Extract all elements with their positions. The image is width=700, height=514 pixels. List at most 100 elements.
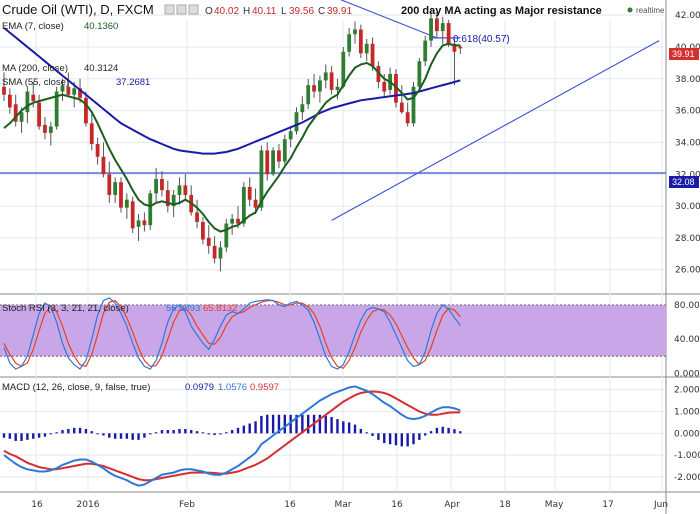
macd-signal-value: 0.9597 xyxy=(250,382,279,393)
stoch-rsi-d-value: 65.8132 xyxy=(203,303,237,314)
price-tick-label: 34.00 xyxy=(675,138,700,148)
ema-label[interactable]: EMA (7, close) xyxy=(2,21,64,32)
macd-histogram-bar xyxy=(160,430,164,434)
macd-histogram-bar xyxy=(8,433,12,439)
realtime-dot-icon xyxy=(627,7,633,13)
macd-histogram-bar xyxy=(406,433,409,447)
x-tick-label: 16 xyxy=(284,500,296,510)
macd-histogram-bar xyxy=(190,430,193,434)
macd-histogram-bar xyxy=(143,433,146,438)
sma-55-line xyxy=(3,27,461,155)
candle-body xyxy=(13,104,18,122)
macd-histogram-bar xyxy=(32,433,35,439)
ema-7-line xyxy=(3,42,461,233)
macd-histogram-bar xyxy=(429,431,433,434)
macd-histogram-bar xyxy=(289,414,292,434)
price-panel xyxy=(0,0,666,272)
candle-body xyxy=(236,218,240,224)
sma-label[interactable]: SMA (55, close) xyxy=(2,77,69,88)
macd-histogram-bar xyxy=(225,432,228,434)
macd-histogram-bar xyxy=(254,421,257,434)
candle-body xyxy=(84,97,88,124)
price-tick-label: 42.00 xyxy=(675,11,700,21)
x-tick-label: May xyxy=(545,500,564,510)
fib-618-label: 0.618(40.57) xyxy=(453,34,510,45)
stoch-rsi-label[interactable]: Stoch RSI (3, 3, 21, 21, close) xyxy=(2,303,129,314)
x-tick-label: 17 xyxy=(602,500,613,510)
realtime-label: realtime xyxy=(636,6,665,15)
candle-body xyxy=(364,43,369,54)
support-trendline xyxy=(331,40,660,221)
macd-histogram-bar xyxy=(342,421,345,434)
last-price-badge: 39.91 xyxy=(669,48,699,60)
candle-body xyxy=(148,193,153,226)
ema-value: 40.1360 xyxy=(84,21,118,32)
candle-body xyxy=(376,66,381,82)
stoch-rsi-legend[interactable]: Stoch RSI (3, 3, 21, 21, close) 56.0893 … xyxy=(2,303,237,314)
ohlc-close-key: C xyxy=(318,6,325,17)
macd-histogram-bar xyxy=(219,433,222,435)
candle-body xyxy=(446,23,451,44)
close-icon[interactable] xyxy=(188,4,199,15)
macd-histogram-bar xyxy=(271,414,275,434)
macd-histogram-bar xyxy=(412,433,415,445)
macd-histogram-bar xyxy=(230,430,234,434)
candle-body xyxy=(177,185,182,195)
ohlc-low-value: 39.56 xyxy=(289,6,314,17)
macd-histogram-bar xyxy=(435,427,439,434)
macd-histogram-bar xyxy=(388,433,392,445)
candle-body xyxy=(399,102,404,113)
candle-body xyxy=(329,72,334,90)
macd-histogram-bar xyxy=(125,433,129,439)
x-tick-label: Apr xyxy=(444,500,460,510)
macd-histogram-bar xyxy=(131,433,134,440)
eye-icon[interactable] xyxy=(176,4,187,15)
macd-line xyxy=(3,385,461,487)
candle-body xyxy=(25,91,30,113)
macd-histogram-bar xyxy=(283,414,286,434)
candle-body xyxy=(154,179,158,194)
macd-histogram-bar xyxy=(102,433,105,436)
candle-body xyxy=(142,220,147,226)
candle-body xyxy=(89,123,94,145)
macd-label[interactable]: MACD (12, 26, close, 9, false, true) xyxy=(2,382,150,393)
macd-histogram-bar xyxy=(14,433,17,441)
candle-body xyxy=(253,199,258,208)
macd-histogram-bar xyxy=(154,432,158,434)
macd-histogram-bar xyxy=(49,433,52,435)
candle-body xyxy=(183,185,188,195)
candle-body xyxy=(95,144,100,157)
candle-body xyxy=(54,91,59,127)
candle-body xyxy=(353,29,357,35)
macd-histogram-bar xyxy=(78,427,82,434)
ma200-label[interactable]: MA (200, close) xyxy=(2,63,68,74)
header: Crude Oil (WTI), D, FXCM O 40.02 H 40.11… xyxy=(2,2,665,17)
header-tools[interactable] xyxy=(164,4,199,15)
x-tick-label: Mar xyxy=(335,500,352,510)
macd-histogram-bar xyxy=(242,425,246,434)
macd-histogram-bar xyxy=(149,433,152,435)
x-tick-label: 2016 xyxy=(77,500,100,510)
candle-body xyxy=(335,86,340,90)
candle-body xyxy=(265,150,270,175)
macd-histogram-bar xyxy=(277,414,281,434)
candle-body xyxy=(341,51,346,87)
candle-body xyxy=(2,86,6,95)
candle-body xyxy=(119,182,123,208)
macd-legend[interactable]: MACD (12, 26, close, 9, false, true) 0.0… xyxy=(2,382,279,393)
macd-histogram-bar xyxy=(377,433,380,440)
candle-body xyxy=(218,247,223,259)
settings-icon[interactable] xyxy=(164,4,175,15)
stoch-rsi-band xyxy=(0,304,666,357)
macd-histogram-bar xyxy=(347,422,351,434)
macd-histogram-bar xyxy=(2,433,6,438)
macd-histogram-bar xyxy=(195,431,199,434)
indicator-legend[interactable]: EMA (7, close) 40.1360 MA (200, close) 4… xyxy=(2,21,150,88)
candle-body xyxy=(113,182,118,195)
macd-histogram-bar xyxy=(26,433,29,440)
candle-body xyxy=(136,220,141,227)
